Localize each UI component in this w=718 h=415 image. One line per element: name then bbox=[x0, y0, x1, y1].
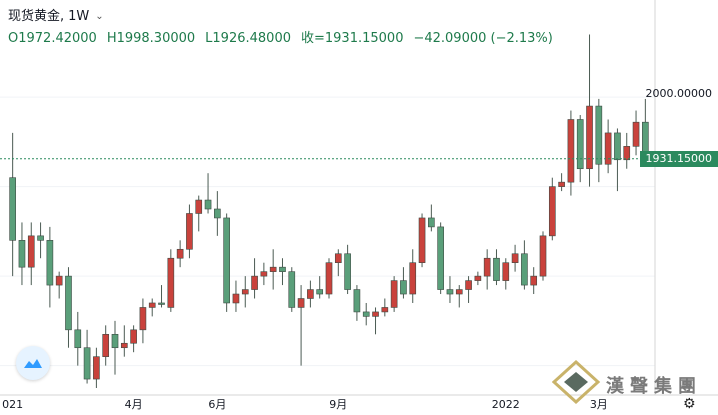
candle-body[interactable] bbox=[353, 289, 361, 313]
candle-body[interactable] bbox=[186, 213, 193, 250]
candle-body[interactable] bbox=[37, 235, 44, 241]
high-value: H1998.30000 bbox=[106, 31, 196, 46]
x-tick-label: 9月 bbox=[329, 398, 347, 411]
candle-body[interactable] bbox=[46, 240, 54, 286]
change-value: −42.09000 (−2.13%) bbox=[413, 31, 553, 46]
gear-icon[interactable]: ⚙ bbox=[683, 396, 696, 412]
candle-body[interactable] bbox=[65, 275, 72, 331]
candle-body[interactable] bbox=[381, 307, 389, 313]
candle-body[interactable] bbox=[344, 253, 351, 290]
watermark: 漢聲集團 bbox=[551, 359, 712, 405]
candle-body[interactable] bbox=[558, 181, 565, 187]
candle-body[interactable] bbox=[400, 280, 407, 295]
symbol-title[interactable]: 现货黄金, bbox=[8, 9, 65, 24]
candle-body[interactable] bbox=[288, 271, 296, 308]
candle-body[interactable] bbox=[595, 105, 603, 165]
candle-body[interactable] bbox=[83, 347, 91, 380]
candle-body[interactable] bbox=[623, 146, 631, 161]
candle-body[interactable] bbox=[576, 119, 584, 170]
chevron-down-icon[interactable]: ⌄ bbox=[95, 11, 104, 22]
candle-body[interactable] bbox=[102, 333, 110, 357]
current-price-label: 1931.15000 bbox=[639, 150, 718, 167]
candle-body[interactable] bbox=[167, 257, 175, 308]
watermark-logo-icon bbox=[551, 359, 601, 405]
candle-body[interactable] bbox=[130, 329, 137, 344]
candle-body[interactable] bbox=[604, 132, 612, 165]
candle-body[interactable] bbox=[530, 275, 538, 286]
x-tick-label: 2022 bbox=[492, 398, 520, 411]
candle-body[interactable] bbox=[632, 121, 640, 147]
candle-body[interactable] bbox=[493, 257, 500, 281]
candle-body[interactable] bbox=[539, 235, 547, 277]
candle-body[interactable] bbox=[334, 253, 342, 263]
candle-body[interactable] bbox=[567, 119, 575, 183]
interval-label[interactable]: 1W bbox=[68, 9, 90, 24]
candle-body[interactable] bbox=[27, 235, 35, 268]
tradingview-logo-icon[interactable] bbox=[16, 346, 50, 380]
candle-body[interactable] bbox=[428, 217, 435, 228]
candle-body[interactable] bbox=[139, 307, 147, 331]
candle-body[interactable] bbox=[232, 293, 240, 304]
x-tick-label: 3月 bbox=[590, 398, 608, 411]
candle-body[interactable] bbox=[474, 275, 482, 281]
candle-body[interactable] bbox=[521, 253, 528, 286]
chart-legend: 现货黄金, 1W ⌄ O1972.42000 H1998.30000 L1926… bbox=[8, 6, 553, 50]
candle-body[interactable] bbox=[614, 132, 621, 161]
candle-body[interactable] bbox=[437, 226, 444, 290]
watermark-text: 漢聲集團 bbox=[606, 376, 702, 397]
candle-body[interactable] bbox=[251, 275, 258, 290]
candle-body[interactable] bbox=[455, 289, 463, 295]
candle-body[interactable] bbox=[74, 329, 82, 349]
x-tick-label: 6月 bbox=[208, 398, 226, 411]
candle-body[interactable] bbox=[316, 289, 324, 295]
candle-body[interactable] bbox=[548, 186, 556, 237]
candle-body[interactable] bbox=[409, 262, 417, 295]
candle-body[interactable] bbox=[260, 271, 268, 277]
candle-body[interactable] bbox=[120, 342, 128, 349]
candle-body[interactable] bbox=[241, 289, 249, 295]
candle-body[interactable] bbox=[148, 302, 156, 308]
close-value: 收=1931.15000 bbox=[301, 31, 404, 46]
candle-body[interactable] bbox=[297, 298, 305, 308]
open-value: O1972.42000 bbox=[8, 31, 97, 46]
candle-body[interactable] bbox=[111, 333, 119, 349]
low-value: L1926.48000 bbox=[205, 31, 291, 46]
candle-body[interactable] bbox=[223, 217, 230, 304]
candle-body[interactable] bbox=[269, 266, 277, 272]
candle-body[interactable] bbox=[214, 208, 221, 219]
candle-body[interactable] bbox=[511, 253, 519, 263]
ohlc-values: O1972.42000 H1998.30000 L1926.48000 收=19… bbox=[8, 28, 553, 50]
candle-body[interactable] bbox=[55, 275, 63, 286]
candle-body[interactable] bbox=[93, 356, 100, 380]
candle-body[interactable] bbox=[18, 240, 26, 268]
candle-body[interactable] bbox=[325, 262, 333, 295]
candle-body[interactable] bbox=[158, 302, 165, 305]
candle-body[interactable] bbox=[483, 257, 491, 277]
candle-body[interactable] bbox=[372, 311, 379, 317]
candle-body[interactable] bbox=[204, 199, 212, 210]
candle-body[interactable] bbox=[465, 280, 472, 290]
candle-body[interactable] bbox=[176, 248, 184, 259]
candle-body[interactable] bbox=[586, 105, 593, 170]
candle-body[interactable] bbox=[195, 199, 203, 214]
candle-body[interactable] bbox=[502, 262, 510, 281]
candle-body[interactable] bbox=[9, 177, 16, 241]
price-axis-label-2000: 2000.00000 bbox=[645, 87, 712, 100]
candle-body[interactable] bbox=[446, 289, 454, 295]
candle-body[interactable] bbox=[307, 289, 314, 299]
candle-body[interactable] bbox=[418, 217, 426, 263]
x-tick-label: 4月 bbox=[125, 398, 143, 411]
candle-body[interactable] bbox=[279, 266, 286, 272]
candle-body[interactable] bbox=[390, 280, 398, 308]
candle-body[interactable] bbox=[362, 311, 370, 317]
x-tick-label: 021 bbox=[2, 398, 23, 411]
